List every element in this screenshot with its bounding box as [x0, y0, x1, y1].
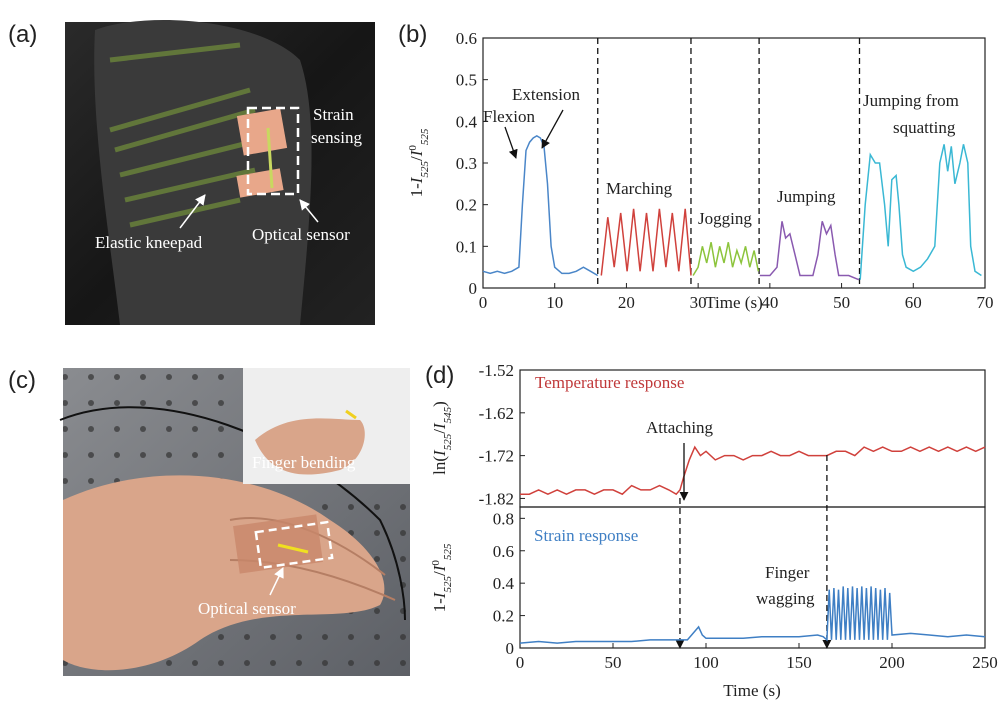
y-axis-label: ln(I525/I545)	[430, 401, 454, 475]
y-axis-label-part: ln(	[430, 456, 449, 475]
panel-label: (d)	[425, 362, 454, 389]
plot-frame	[519, 506, 986, 649]
y-axis-label-part: 0	[430, 560, 442, 566]
y-tick-label: -1.52	[479, 361, 514, 380]
y-tick-label: 0	[506, 639, 515, 658]
photo-label: Optical sensor	[252, 225, 350, 244]
y-axis-label-part: 525	[419, 128, 431, 145]
y-axis-label: 1-I525/I0525	[407, 128, 431, 197]
x-tick-label: 10	[546, 293, 563, 312]
y-tick-label: 0.1	[456, 237, 477, 256]
x-axis-label: Time (s)	[723, 681, 780, 700]
annotation-arrow	[541, 109, 564, 149]
annotation: Jogging	[698, 209, 752, 228]
annotation: Jumping from	[863, 91, 959, 110]
y-tick-label: 0.2	[493, 607, 514, 626]
annotation: Jumping	[777, 187, 836, 206]
y-tick-label: 0.4	[456, 112, 478, 131]
knee-photo: Strain sensing Elastic kneepad Optical s…	[65, 20, 375, 325]
annotation: Strain response	[534, 526, 638, 545]
y-tick-label: -1.62	[479, 404, 514, 423]
data-line	[482, 135, 599, 277]
y-axis-label-part: I	[430, 449, 449, 457]
photo-label: sensing	[311, 128, 363, 147]
y-axis-label-part: 1-	[407, 183, 426, 198]
y-tick-label: 0.6	[456, 29, 477, 48]
x-tick-label: 100	[693, 653, 719, 672]
photo-label: Strain	[313, 105, 354, 124]
y-axis-label-part: 525	[419, 161, 431, 178]
annotation: Flexion	[483, 107, 535, 126]
y-axis-label-part: I	[430, 564, 449, 572]
x-tick-label: 20	[618, 293, 635, 312]
y-axis-label-part: I	[430, 422, 449, 430]
y-tick-label: 0	[469, 279, 478, 298]
x-tick-label: 30	[690, 293, 707, 312]
y-axis-label-part: I	[407, 149, 426, 157]
panel-label: (c)	[8, 367, 36, 394]
y-axis-label-part: )	[430, 401, 449, 407]
photo-label: Elastic kneepad	[95, 233, 203, 252]
data-line	[692, 242, 760, 276]
annotation: Temperature response	[535, 373, 684, 392]
y-axis-label-part: I	[407, 176, 426, 184]
y-axis-label-part: 525	[442, 433, 454, 450]
data-line	[520, 445, 986, 496]
y-axis-label-part: 525	[442, 543, 454, 560]
y-tick-label: 0.8	[493, 509, 514, 528]
y-tick-label: 0.4	[493, 574, 515, 593]
y-axis-label-part: I	[430, 591, 449, 599]
charts: 0 0.1 0.2 0.3 0.4 0.5 0.6 0 10 20 30 40 50 60 70 Time (…	[407, 29, 998, 700]
y-tick-label: 0.5	[456, 71, 477, 90]
x-tick-label: 50	[833, 293, 850, 312]
y-axis-label-part: /	[407, 156, 426, 161]
annotation: Attaching	[646, 418, 714, 437]
y-tick-label: 0.6	[493, 542, 514, 561]
y-axis-label-part: 0	[407, 145, 419, 151]
x-tick-label: 40	[761, 293, 778, 312]
data-line	[759, 221, 860, 281]
x-tick-label: 50	[605, 653, 622, 672]
y-axis-label: 1-I525/I0525	[430, 543, 454, 612]
data-line	[859, 144, 982, 280]
annotation: Marching	[606, 179, 673, 198]
y-axis-label-part: /	[430, 429, 449, 434]
data-line	[600, 208, 692, 276]
annotation: squatting	[893, 118, 956, 137]
x-tick-label: 70	[977, 293, 994, 312]
y-axis-label-part: /	[430, 571, 449, 576]
annotation: wagging	[756, 589, 815, 608]
x-tick-label: 250	[972, 653, 998, 672]
plot-frame	[482, 37, 986, 289]
y-tick-label: 0.2	[456, 196, 477, 215]
annotation: Extension	[512, 85, 580, 104]
photo-label: Finger bending	[252, 453, 356, 472]
y-tick-label: 0.3	[456, 154, 477, 173]
y-axis-label-part: 545	[442, 406, 454, 423]
x-tick-label: 0	[479, 293, 488, 312]
panel-label: (a)	[8, 21, 37, 48]
x-tick-label: 200	[879, 653, 905, 672]
x-tick-label: 0	[516, 653, 525, 672]
x-axis-label: Time (s)	[705, 293, 762, 312]
y-axis-label-part: 525	[442, 576, 454, 593]
annotation-arrow	[504, 126, 518, 159]
hand-photo: Finger bending Optical sensor	[59, 368, 410, 676]
panel-label: (b)	[398, 21, 427, 48]
y-axis-label-part: 1-	[430, 598, 449, 613]
x-tick-label: 60	[905, 293, 922, 312]
y-tick-label: -1.72	[479, 447, 514, 466]
photo-label: Optical sensor	[198, 599, 296, 618]
data-line	[519, 586, 986, 644]
x-tick-label: 150	[786, 653, 812, 672]
annotation: Finger	[765, 563, 810, 582]
y-tick-label: -1.82	[479, 489, 514, 508]
